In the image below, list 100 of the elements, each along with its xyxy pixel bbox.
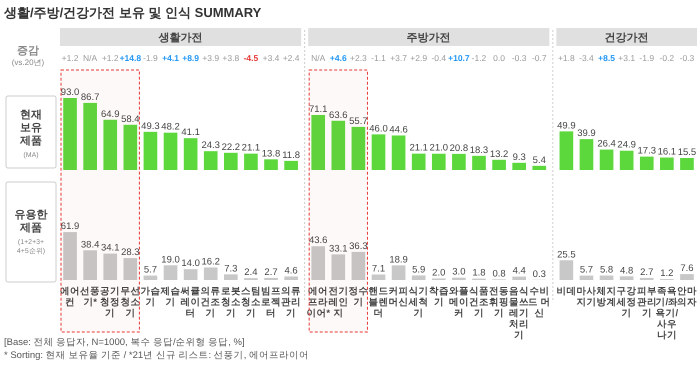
data-label: 38.4 [80,239,100,250]
data-label: 21.1 [409,142,428,154]
data-label: 49.3 [141,120,160,132]
data-label: 1.2 [660,268,674,280]
data-label: 4.4 [512,266,526,277]
x-tick-label: 에어컨 [60,286,80,308]
x-tick-label: 핸드블렌더 [368,286,388,319]
text: +4.6 [330,53,347,63]
text: -1.1 [371,53,386,63]
data-label: 7.1 [372,264,386,275]
x-tick-label: 전동휘핑기 [489,286,510,319]
x-tick-label: 마사지기 [576,286,596,308]
data-label: 39.9 [577,128,596,140]
x-tick-label: 수비드 머신 [528,286,551,319]
data-label: 2.7 [264,266,278,278]
text: +2.9 [410,53,428,63]
data-label: 19.0 [161,254,180,266]
data-label: 64.9 [100,108,120,120]
text: +3.8 [222,53,240,63]
x-tick-label: 피부관리기 [636,286,657,319]
data-label: 5.8 [600,264,614,276]
x-tick-label: 의류관리기 [281,286,302,319]
data-label: 63.6 [329,110,348,121]
data-label: 1.8 [472,268,486,279]
data-label: 20.8 [450,142,468,154]
data-label: 55.7 [349,116,368,127]
data-label: 18.3 [470,144,488,156]
text: 주방가전 [406,32,451,44]
text: -0.3 [512,53,527,63]
text: 증감 (vs.20년) [12,45,45,67]
data-label: 9.3 [512,152,526,163]
x-tick-label: 의류건조기 [200,286,221,319]
data-label: 36.3 [349,240,368,252]
x-tick-label: 공기청정기 [100,286,120,319]
data-label: 49.9 [557,120,576,132]
data-label: 5.4 [532,154,546,166]
text: +1.8 [558,53,576,63]
text: -3.4 [579,53,594,63]
data-label: 0.3 [532,268,546,280]
text: -1.2 [472,53,487,63]
x-tick-label: 스팀청소기 [240,286,261,319]
data-label: 7.3 [224,263,238,274]
text: +3.7 [390,53,408,63]
data-label: 7.6 [680,263,694,274]
x-tick-label: 커피머신 [388,286,409,308]
data-label: 71.1 [308,104,328,115]
data-label: 4.6 [284,265,298,276]
data-label: 24.3 [201,140,220,152]
text: -0.2 [660,53,674,63]
text: N/A [311,53,326,63]
data-label: 16.2 [201,256,220,268]
data-label: 28.3 [121,247,140,258]
x-tick-label: 비데 [556,286,576,297]
x-tick-label: 식품건조기 [468,286,489,319]
data-label: 5.7 [580,264,594,276]
x-tick-label: 와플메이커 [448,286,469,319]
x-tick-label: 족욕기/좌욕기/사우나기 [656,286,679,341]
text: +1.2 [102,53,119,63]
text: N/A [83,53,98,63]
data-label: 2.4 [244,267,258,278]
x-tick-label: 음식물쓰레기처리기 [509,286,530,341]
data-label: 58.4 [121,114,140,125]
text: +3.9 [202,53,220,63]
data-label: 2.7 [640,266,654,278]
text: +4.1 [162,53,180,63]
data-label: 18.9 [389,254,408,266]
text: -1.9 [143,53,158,63]
x-tick-label: 착즙기 [428,286,449,308]
x-tick-label: 체지방계 [596,286,617,308]
data-label: 41.1 [181,127,200,138]
x-tick-label: 써큘레이터 [180,286,201,319]
data-label: 13.8 [262,148,280,160]
x-tick-label: 빔프로젝터 [261,286,282,319]
text: -1.9 [639,53,654,63]
data-label: 61.9 [60,221,80,232]
data-label: 34.1 [100,242,120,254]
data-label: 25.5 [557,249,576,260]
data-label: 5.7 [144,264,158,276]
x-tick-label: 식기세척기 [408,286,429,319]
x-tick-label: 정수기 [348,286,368,308]
text: +2.3 [350,53,368,63]
data-label: 33.1 [329,243,348,254]
text: +8.9 [182,53,200,63]
x-tick-label: 제습기 [160,286,181,308]
text: [Base: 전체 응답자, N=1000, 복수 응답/순위형 응답, %] [4,337,245,348]
text: * Sorting: 현재 보유율 기준 / *21년 신규 리스트: 선풍기, 에어프라이어 [4,350,310,361]
text: -0.3 [680,53,695,63]
data-label: 93.0 [60,87,80,98]
data-label: 14.0 [181,258,200,270]
text: +14.8 [120,53,142,63]
data-label: 17.3 [638,146,656,157]
data-label: 4.8 [620,265,634,276]
data-label: 16.1 [658,146,676,158]
data-label: 46.0 [369,123,388,134]
data-label: 22.2 [222,142,240,153]
data-label: 24.9 [617,140,636,151]
data-label: 86.7 [80,92,100,103]
text: -0.4 [431,53,446,63]
data-label: 21.0 [430,142,448,154]
text: 0.0 [493,53,506,63]
